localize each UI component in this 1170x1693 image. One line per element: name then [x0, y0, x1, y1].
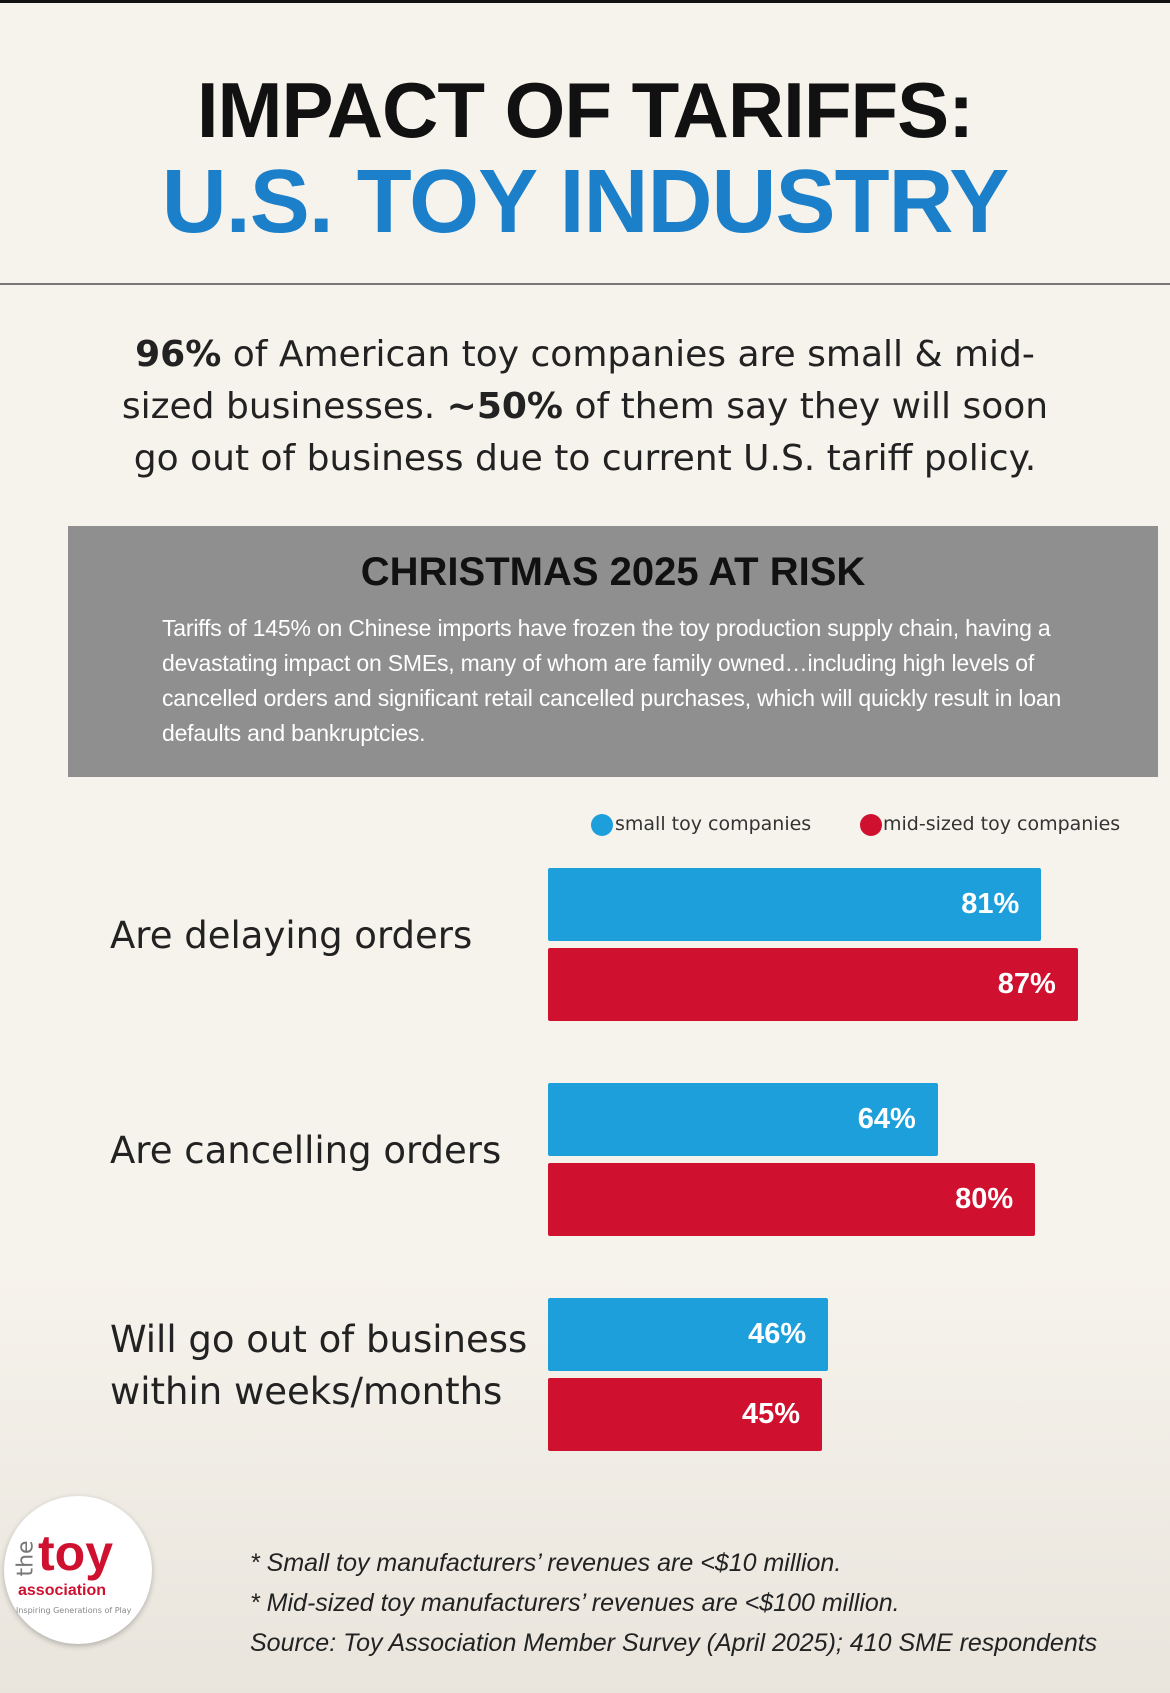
bar: 46%: [548, 1298, 829, 1371]
logo: the toy association Inspiring Generation…: [4, 1496, 152, 1644]
callout-title: CHRISTMAS 2025 AT RISK: [360, 550, 866, 594]
legend-label: small toy companies: [615, 813, 812, 835]
bar: 45%: [548, 1378, 823, 1451]
bar: 80%: [548, 1163, 1036, 1236]
source: Source: Toy Association Member Survey (A…: [250, 1629, 1098, 1657]
bar: 64%: [548, 1083, 938, 1156]
category-label: Are cancelling orders: [110, 1129, 502, 1172]
footnote: * Small toy manufacturers’ revenues are …: [250, 1549, 842, 1577]
intro-stat: ~50%: [446, 386, 564, 427]
legend-marker: [860, 814, 882, 836]
value-label: 81%: [961, 888, 1020, 920]
value-label: 87%: [997, 968, 1056, 1000]
logo-sub: association: [18, 1582, 107, 1599]
divider: [0, 283, 1170, 285]
value-label: 64%: [857, 1103, 916, 1135]
value-label: 80%: [955, 1183, 1014, 1215]
bar: 81%: [548, 868, 1042, 941]
value-label: 46%: [748, 1318, 807, 1350]
bar: 87%: [548, 948, 1078, 1021]
intro-text: of them say they will soon go out of bus…: [133, 386, 1049, 479]
logo-name: toy: [38, 1525, 113, 1581]
logo-tagline: Inspiring Generations of Play: [16, 1606, 132, 1615]
intro-text: of American toy companies are small & mi…: [121, 334, 1035, 427]
callout: CHRISTMAS 2025 AT RISK Tariffs of 145% o…: [68, 526, 1158, 777]
value-label: 45%: [742, 1398, 801, 1430]
legend-label: mid-sized toy companies: [883, 813, 1121, 835]
callout-text: Tariffs of 145% on Chinese imports have …: [162, 615, 1062, 746]
footnote: * Mid-sized toy manufacturers’ revenues …: [250, 1589, 900, 1617]
legend-marker: [591, 814, 613, 836]
logo-prefix: the: [13, 1540, 39, 1577]
category-label: Will go out of business within weeks/mon…: [110, 1318, 528, 1413]
category-label: Are delaying orders: [110, 914, 473, 957]
subtitle: U.S. TOY INDUSTRY: [161, 152, 1009, 252]
title: IMPACT OF TARIFFS:: [196, 66, 974, 154]
intro-stat: 96%: [135, 334, 222, 375]
intro: 96% of American toy companies are small …: [95, 329, 1075, 485]
